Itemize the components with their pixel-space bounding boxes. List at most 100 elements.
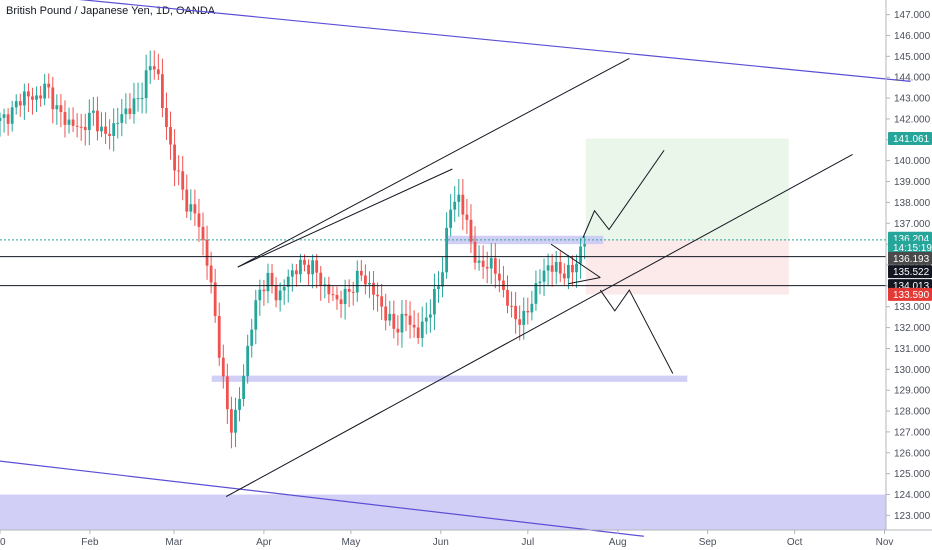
candle-body — [79, 126, 83, 128]
candle-body — [327, 284, 331, 295]
candle-body — [152, 66, 156, 70]
candle-body — [437, 286, 440, 289]
candle-body — [0, 117, 2, 122]
candle-body — [530, 303, 534, 313]
candle-body — [323, 284, 327, 286]
candle-body — [575, 263, 578, 273]
candle-body — [128, 108, 132, 115]
candle-body — [250, 329, 254, 346]
candle-body — [205, 239, 209, 266]
drawings-layer — [0, 0, 911, 537]
candle-body — [100, 126, 103, 132]
candle-body — [63, 112, 67, 125]
x-tick-label: Apr — [256, 537, 272, 548]
price-tag: 133.590 — [893, 290, 930, 301]
candle-body — [87, 112, 91, 131]
candle-body — [71, 119, 75, 126]
price-tag-bg — [888, 287, 932, 301]
x-tick-label: Nov — [876, 537, 894, 548]
candle-body — [380, 296, 384, 307]
candle-body — [347, 288, 351, 292]
candle-body — [67, 119, 71, 125]
candle-body — [96, 110, 99, 132]
candle-body — [238, 399, 241, 410]
y-tick-label: 125.000 — [894, 469, 931, 480]
candle-body — [311, 260, 315, 275]
candle-body — [140, 98, 144, 100]
price-tag-bg — [888, 251, 932, 265]
candle-body — [510, 305, 513, 307]
candle-body — [489, 258, 493, 269]
x-tick-label: Aug — [609, 537, 627, 548]
price-tag-bg — [888, 240, 932, 254]
candle-body — [124, 108, 128, 115]
y-tick-label: 130.000 — [894, 365, 931, 376]
candle-body — [343, 288, 347, 305]
candle-body — [461, 194, 465, 215]
target-zone — [585, 138, 789, 240]
candle-body — [31, 96, 34, 100]
candle-body — [193, 204, 197, 214]
candle-body — [55, 105, 59, 110]
candle-body — [416, 327, 420, 338]
candle-body — [567, 264, 570, 279]
candle-body — [359, 270, 363, 276]
trend-line-0 — [225, 153, 853, 498]
y-tick-label: 126.000 — [894, 448, 931, 459]
candle-body — [108, 133, 112, 136]
candle-body — [136, 98, 140, 100]
candle-body — [282, 286, 286, 291]
candle-body — [339, 299, 343, 305]
candle-body — [404, 313, 408, 316]
y-tick-label: 138.000 — [894, 198, 931, 209]
candle-body — [376, 294, 379, 297]
candle-body — [286, 276, 290, 287]
candle-body — [315, 260, 319, 273]
y-tick-label: 145.000 — [894, 52, 931, 63]
y-tick-label: 129.000 — [894, 386, 931, 397]
candle-body — [522, 310, 526, 325]
candle-body — [112, 123, 116, 136]
candle-body — [165, 108, 168, 128]
candle-body — [412, 324, 416, 328]
candle-body — [132, 98, 136, 115]
candle-body — [396, 328, 400, 333]
candle-body — [18, 101, 22, 106]
trend-line-1 — [237, 57, 630, 268]
x-tick-label: Oct — [787, 537, 803, 548]
candle-body — [209, 265, 213, 283]
candle-body — [481, 260, 485, 267]
candle-body — [538, 281, 542, 284]
price-tag: 141.061 — [893, 134, 930, 145]
support-zone-1 — [211, 375, 688, 382]
candle-body — [546, 265, 550, 271]
stop-zone — [585, 239, 789, 295]
candle-body — [213, 282, 217, 316]
candle-body — [400, 313, 404, 333]
candle-body — [217, 315, 221, 358]
price-tag-bg — [888, 265, 932, 279]
channel-line-1 — [0, 460, 644, 537]
candle-body — [485, 266, 489, 269]
candle-body — [368, 282, 371, 285]
candle-body — [144, 70, 148, 99]
candle-body — [14, 101, 18, 108]
candle-body — [364, 275, 367, 285]
candle-body — [246, 345, 250, 376]
projection-path-1 — [599, 289, 674, 374]
candle-body — [518, 319, 522, 325]
candle-body — [384, 306, 388, 321]
candle-body — [173, 144, 176, 171]
price-tag-bg — [888, 132, 932, 146]
y-tick-label: 133.000 — [894, 302, 931, 313]
candle-body — [372, 282, 375, 295]
candle-body — [35, 95, 38, 100]
candle-body — [433, 288, 436, 315]
candle-body — [104, 126, 107, 134]
candles-layer — [0, 50, 587, 449]
candle-body — [120, 114, 124, 123]
candle-body — [51, 87, 55, 110]
candle-body — [408, 315, 412, 325]
candle-body — [307, 264, 310, 275]
